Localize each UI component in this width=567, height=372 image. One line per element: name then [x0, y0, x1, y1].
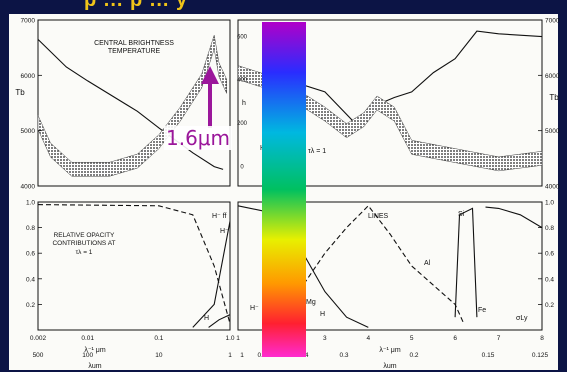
annotation-arrow-head — [201, 66, 219, 84]
xlabel2-ll: λum — [88, 363, 101, 370]
label-ll-hff: H⁻ ff — [212, 213, 227, 220]
xtick2-lr-5: 0.2 — [409, 352, 418, 359]
series-ll-0-line — [37, 204, 231, 324]
series-ul-1-band — [37, 35, 227, 177]
ytick-label-ur-3: 4000 — [545, 184, 560, 191]
series-ll-1-line — [192, 221, 231, 328]
label-lr-7: σLy — [516, 315, 528, 322]
xlabel2-lr: λum — [383, 363, 396, 370]
ytick-label-ll-2: 0.6 — [26, 251, 35, 258]
series-ur-0-line — [237, 30, 543, 129]
xtick-lr-0: 1 — [236, 335, 240, 342]
series-ul-0-line — [37, 39, 224, 170]
ytick-label-lr-1: 0.8 — [545, 225, 554, 232]
ytick-label-lr-2: 0.6 — [545, 251, 554, 258]
series-ur-1-band — [237, 65, 543, 172]
xtick2-lr-0: 1 — [240, 352, 244, 359]
xtick-lr-4: 5 — [410, 335, 414, 342]
label-lr-2: Mg — [306, 299, 316, 306]
hscale-tick-2: 200 — [237, 121, 248, 127]
ytick-label-ur-2: 5000 — [545, 128, 560, 135]
label-lr-5: Fe — [478, 307, 486, 314]
xtick2-ll-0: 500 — [33, 352, 44, 359]
ytick-label-ll-4: 0.2 — [26, 302, 35, 309]
spectrum-band — [262, 22, 306, 357]
ytick-label-lr-4: 0.2 — [545, 302, 554, 309]
wavelength-annotation: 1.6μm — [164, 126, 233, 150]
xtick-ll-1: 0.01 — [81, 335, 94, 342]
ytick-label-ll-3: 0.4 — [26, 276, 35, 283]
xtick-lr-5: 6 — [453, 335, 457, 342]
ytick-label-ul-1: 6000 — [21, 73, 36, 80]
ytick-label-ur-1: 6000 — [545, 73, 560, 80]
xtick2-ll-1: 100 — [82, 352, 93, 359]
series-lr-3-line — [485, 206, 543, 229]
label-lr-6: H — [320, 311, 325, 318]
panel-title-ul-line2: TEMPERATURE — [108, 48, 161, 55]
label-lr-0: H⁻ — [250, 305, 259, 312]
xtick-lr-7: 8 — [540, 335, 544, 342]
slide-title: p ... p ... y — [84, 0, 189, 11]
ytick-label-lr-3: 0.4 — [545, 276, 554, 283]
xtick-ll-3: 1.0 — [225, 335, 234, 342]
panel-title-ll-line3: τλ = 1 — [76, 249, 93, 256]
series-lr-1-line — [280, 204, 465, 324]
hscale-tick-0: 600 — [237, 34, 248, 40]
xtick-lr-6: 7 — [497, 335, 501, 342]
ytick-label-lr-0: 1.0 — [545, 200, 554, 207]
ylabel-ur: Tb — [549, 93, 559, 102]
label-ur-tau: τλ = 1 — [308, 148, 326, 155]
panel-frame-ul — [37, 19, 231, 187]
xtick-ll-2: 0.1 — [154, 335, 163, 342]
xtick2-ll-2: 10 — [155, 352, 163, 359]
xtick2-ll-3: 1 — [228, 352, 232, 359]
panel-frame-ur — [237, 19, 543, 187]
label-lr-3: Al — [424, 260, 431, 267]
xlabel-ll: λ⁻¹ μm — [84, 347, 106, 354]
hscale-tick-1: 400 — [237, 78, 248, 84]
xtick-ll-0: 0.002 — [30, 335, 47, 342]
label-lr-4: Si — [458, 211, 465, 218]
panel-title-ul-line1: CENTRAL BRIGHTNESS — [94, 40, 174, 47]
ytick-label-ur-0: 7000 — [545, 18, 560, 25]
xtick2-lr-4: 0.3 — [339, 352, 348, 359]
ytick-label-ul-3: 4000 — [21, 184, 36, 191]
panel-frame-lr — [237, 201, 543, 331]
label-lr-1: LINES — [368, 213, 389, 220]
hscale-label: h — [242, 100, 246, 107]
series-lr-2-line — [454, 207, 478, 318]
ytick-label-ul-2: 5000 — [21, 128, 36, 135]
ytick-label-ll-1: 0.8 — [26, 225, 35, 232]
panel-title-ll-line2: CONTRIBUTIONS AT — [52, 240, 115, 247]
ytick-label-ll-0: 1.0 — [26, 200, 35, 207]
series-ll-2-line — [208, 314, 231, 328]
panel-frame-ll — [37, 201, 231, 331]
label-ll-h: H — [204, 315, 209, 322]
slide-title-strip: p ... p ... y — [0, 0, 567, 16]
xtick-lr-3: 4 — [366, 335, 370, 342]
ytick-label-ul-0: 7000 — [21, 18, 36, 25]
label-ll-hminus: H⁻ — [220, 228, 229, 235]
hscale-tick-3: 0 — [240, 165, 244, 171]
xtick2-lr-6: 0.15 — [482, 352, 495, 359]
ylabel-ul: Tb — [15, 88, 25, 97]
xtick2-lr-7: 0.125 — [532, 352, 549, 359]
panel-title-ll-line1: RELATIVE OPACITY — [54, 232, 115, 239]
xlabel-lr: λ⁻¹ μm — [379, 347, 401, 354]
xtick-lr-2: 3 — [323, 335, 327, 342]
